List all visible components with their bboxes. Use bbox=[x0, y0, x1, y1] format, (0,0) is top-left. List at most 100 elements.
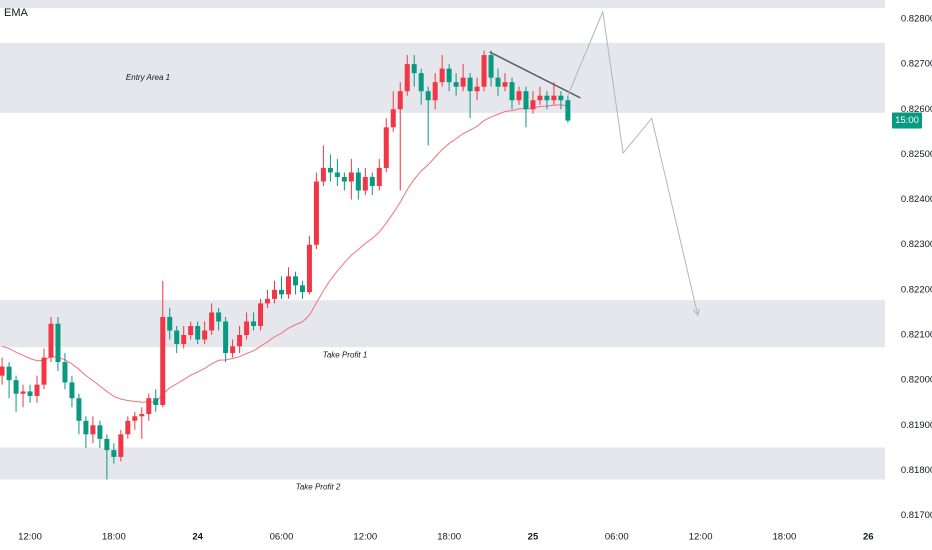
candle-body bbox=[509, 82, 515, 101]
candle-body bbox=[278, 289, 284, 295]
candle-body bbox=[432, 82, 438, 101]
candle-body bbox=[362, 176, 368, 191]
candle-body bbox=[551, 95, 557, 101]
candle-body bbox=[125, 420, 131, 435]
candle-body bbox=[118, 434, 124, 457]
candle-body bbox=[76, 398, 82, 421]
y-tick-label: 0.81800 bbox=[901, 465, 932, 476]
zone-label: Entry Area 1 bbox=[126, 73, 170, 82]
candle-body bbox=[20, 391, 26, 394]
candle-body bbox=[516, 91, 522, 101]
candle-body bbox=[83, 420, 89, 435]
x-tick-label: 12:00 bbox=[353, 532, 377, 543]
candle-body bbox=[146, 398, 152, 415]
candle-body bbox=[334, 172, 340, 177]
candle-body bbox=[104, 438, 110, 451]
candle-body bbox=[41, 357, 47, 385]
x-tick-label: 18:00 bbox=[102, 532, 126, 543]
candle-body bbox=[0, 366, 5, 376]
candle-body bbox=[390, 109, 396, 128]
x-tick-label: 18:00 bbox=[437, 532, 461, 543]
candle-body bbox=[174, 330, 180, 345]
candle-body bbox=[272, 289, 278, 299]
zone bbox=[0, 300, 885, 348]
price-badge bbox=[892, 112, 922, 129]
candle-body bbox=[558, 95, 564, 101]
y-tick-label: 0.82600 bbox=[901, 104, 932, 115]
candle-body bbox=[481, 55, 487, 87]
y-tick-label: 0.82200 bbox=[901, 284, 932, 295]
candle-body bbox=[34, 384, 40, 396]
candle-body bbox=[195, 325, 201, 340]
candle-body bbox=[181, 335, 187, 345]
candle-body bbox=[299, 285, 305, 293]
candle-body bbox=[341, 176, 347, 182]
candle-body bbox=[13, 380, 19, 394]
candle-body bbox=[446, 68, 452, 83]
zone bbox=[0, 447, 885, 480]
candle-body bbox=[418, 73, 424, 92]
x-tick-label: 12:00 bbox=[18, 532, 42, 543]
candle-body bbox=[48, 323, 54, 358]
projection-arrowhead bbox=[693, 308, 700, 317]
x-tick-label: 06:00 bbox=[605, 532, 629, 543]
candle-body bbox=[439, 68, 445, 83]
candle-body bbox=[397, 91, 403, 110]
candle-body bbox=[460, 77, 466, 87]
y-tick-label: 0.82800 bbox=[901, 13, 932, 24]
candle-body bbox=[537, 95, 543, 101]
zone-label: Take Profit 2 bbox=[296, 483, 341, 492]
candle-body bbox=[111, 450, 117, 457]
y-tick-label: 0.82300 bbox=[901, 239, 932, 250]
candle-body bbox=[411, 64, 417, 74]
candle-body bbox=[90, 425, 96, 435]
y-tick-label: 0.81700 bbox=[901, 510, 932, 521]
candle-body bbox=[502, 82, 508, 87]
candle-body bbox=[251, 321, 257, 326]
candle-body bbox=[369, 176, 375, 187]
candle-body bbox=[495, 77, 501, 87]
candle-body bbox=[153, 398, 159, 405]
candle-body bbox=[244, 321, 250, 336]
candle-body bbox=[209, 312, 215, 331]
candle-body bbox=[348, 172, 354, 182]
x-tick-label: 25 bbox=[528, 532, 539, 543]
candle-body bbox=[474, 86, 480, 92]
candle-body bbox=[167, 316, 173, 331]
candle-body bbox=[55, 323, 61, 363]
candle-body bbox=[383, 127, 389, 168]
candle-body bbox=[530, 100, 536, 110]
countdown-label: 15:00 bbox=[895, 115, 919, 126]
zone-label: Take Profit 1 bbox=[323, 350, 368, 359]
candle-body bbox=[292, 276, 298, 286]
x-tick-label: 26 bbox=[863, 532, 874, 543]
y-tick-label: 0.81900 bbox=[901, 420, 932, 431]
candle-body bbox=[237, 335, 243, 347]
candle-body bbox=[404, 64, 410, 92]
y-tick-label: 0.82000 bbox=[901, 375, 932, 386]
x-tick-label: 24 bbox=[192, 532, 203, 543]
zone bbox=[0, 0, 885, 9]
candle-body bbox=[425, 91, 431, 101]
y-tick-label: 0.82100 bbox=[901, 330, 932, 341]
y-tick-label: 0.82500 bbox=[901, 149, 932, 160]
trendline bbox=[489, 51, 581, 99]
ema-line bbox=[1, 104, 568, 403]
candle-body bbox=[453, 82, 459, 87]
candle-body bbox=[216, 312, 222, 322]
x-tick-label: 12:00 bbox=[689, 532, 713, 543]
candle-body bbox=[62, 362, 68, 383]
candle-body bbox=[565, 100, 571, 121]
candle-body bbox=[467, 77, 473, 92]
candle-body bbox=[139, 414, 145, 417]
y-tick-label: 0.82700 bbox=[901, 59, 932, 70]
candle-body bbox=[488, 55, 494, 78]
legend-label: EMA bbox=[4, 7, 29, 19]
candle-body bbox=[306, 244, 312, 293]
candle-body bbox=[285, 276, 291, 295]
candle-body bbox=[202, 330, 208, 340]
candle-body bbox=[132, 416, 138, 421]
candle-body bbox=[160, 316, 166, 405]
candle-body bbox=[230, 346, 236, 354]
